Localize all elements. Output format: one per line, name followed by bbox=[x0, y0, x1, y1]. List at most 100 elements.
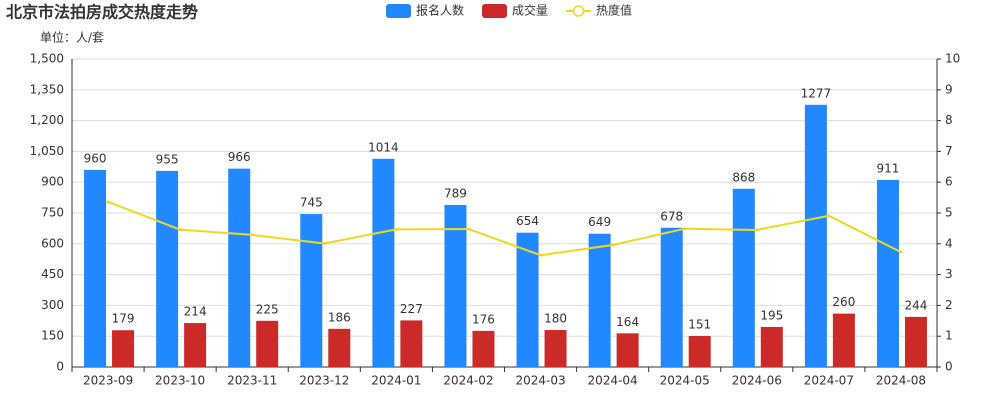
line-point bbox=[250, 233, 254, 237]
bar bbox=[544, 330, 567, 367]
value-label: 789 bbox=[444, 186, 467, 200]
bar bbox=[256, 320, 279, 367]
x-tick-label: 2024-08 bbox=[876, 374, 926, 388]
bar bbox=[516, 232, 539, 367]
value-label: 186 bbox=[328, 310, 351, 324]
y-tick-label: 750 bbox=[41, 206, 64, 220]
bar bbox=[372, 158, 395, 367]
value-label: 966 bbox=[228, 150, 251, 164]
line-point bbox=[466, 227, 470, 231]
bar bbox=[832, 313, 855, 367]
y-tick-label: 900 bbox=[41, 175, 64, 189]
value-label: 654 bbox=[516, 214, 539, 228]
value-label: 176 bbox=[472, 312, 495, 326]
line-point bbox=[827, 214, 831, 218]
chart-title: 北京市法拍房成交热度走势 bbox=[6, 3, 198, 22]
y-tick-label: 300 bbox=[41, 298, 64, 312]
bar bbox=[660, 227, 683, 367]
x-tick-label: 2023-12 bbox=[299, 374, 349, 388]
y2-tick-label: 8 bbox=[945, 113, 953, 127]
legend-label[interactable]: 成交量 bbox=[512, 3, 548, 18]
legend-symbol bbox=[482, 4, 508, 18]
x-tick-label: 2024-04 bbox=[588, 374, 638, 388]
bar bbox=[184, 323, 207, 367]
y-tick-label: 1,350 bbox=[30, 82, 64, 96]
bar bbox=[328, 328, 351, 367]
bar bbox=[804, 104, 827, 367]
x-tick-label: 2024-07 bbox=[804, 374, 854, 388]
y2-tick-label: 3 bbox=[945, 267, 953, 281]
bar bbox=[156, 170, 179, 367]
y-tick-label: 1,050 bbox=[30, 144, 64, 158]
line-point bbox=[322, 241, 326, 245]
bar bbox=[444, 204, 467, 367]
bar bbox=[616, 333, 639, 367]
line bbox=[107, 200, 902, 257]
value-label: 955 bbox=[156, 152, 179, 166]
value-label: 180 bbox=[544, 312, 567, 326]
bar bbox=[588, 233, 611, 367]
y2-tick-label: 7 bbox=[945, 144, 953, 158]
line-point bbox=[106, 200, 110, 204]
x-tick-label: 2024-03 bbox=[515, 374, 565, 388]
y-tick-label: 0 bbox=[56, 360, 64, 374]
x-tick-label: 2024-05 bbox=[660, 374, 710, 388]
chart-subtitle: 单位：人/套 bbox=[40, 30, 104, 45]
value-label: 151 bbox=[688, 317, 711, 331]
value-label: 911 bbox=[877, 161, 900, 175]
value-label: 678 bbox=[660, 209, 683, 223]
legend-symbol bbox=[386, 4, 411, 18]
bar bbox=[688, 335, 711, 367]
value-label: 960 bbox=[84, 151, 107, 165]
line-point bbox=[611, 243, 615, 247]
value-label: 195 bbox=[760, 308, 783, 322]
bar bbox=[400, 320, 423, 367]
y2-tick-label: 10 bbox=[945, 52, 960, 66]
line-point bbox=[394, 227, 398, 231]
value-label: 227 bbox=[400, 302, 423, 316]
y2-tick-label: 4 bbox=[945, 236, 953, 250]
bar bbox=[732, 188, 755, 367]
legend-symbol bbox=[572, 5, 585, 17]
y-tick-label: 1,200 bbox=[30, 113, 64, 127]
value-label: 164 bbox=[616, 315, 639, 329]
bar bbox=[760, 326, 783, 367]
y2-tick-label: 9 bbox=[945, 82, 953, 96]
line-point bbox=[178, 228, 182, 232]
y2-tick-label: 1 bbox=[945, 329, 953, 343]
bar bbox=[112, 330, 135, 367]
y2-tick-label: 6 bbox=[945, 175, 953, 189]
bar bbox=[228, 168, 251, 367]
value-label: 745 bbox=[300, 196, 323, 210]
bar bbox=[904, 316, 927, 367]
y-tick-label: 450 bbox=[41, 267, 64, 281]
x-tick-label: 2023-10 bbox=[155, 374, 205, 388]
value-label: 868 bbox=[732, 170, 755, 184]
y2-tick-label: 5 bbox=[945, 206, 953, 220]
line-point bbox=[683, 227, 687, 231]
x-tick-label: 2024-01 bbox=[371, 374, 421, 388]
legend-label[interactable]: 热度值 bbox=[596, 3, 632, 18]
bar bbox=[472, 330, 495, 367]
value-label: 1277 bbox=[801, 86, 832, 100]
bar bbox=[876, 179, 899, 367]
line-point bbox=[539, 253, 543, 257]
legend-label[interactable]: 报名人数 bbox=[416, 3, 464, 18]
y-tick-label: 1,500 bbox=[30, 52, 64, 66]
x-tick-label: 2024-06 bbox=[732, 374, 782, 388]
y2-tick-label: 0 bbox=[945, 360, 953, 374]
value-label: 225 bbox=[256, 302, 279, 316]
value-label: 1014 bbox=[368, 140, 399, 154]
y2-tick-label: 2 bbox=[945, 298, 953, 312]
value-label: 649 bbox=[588, 215, 611, 229]
value-label: 214 bbox=[184, 305, 207, 319]
y-tick-label: 600 bbox=[41, 236, 64, 250]
value-label: 260 bbox=[832, 295, 855, 309]
x-tick-label: 2024-02 bbox=[443, 374, 493, 388]
value-label: 244 bbox=[905, 298, 928, 312]
y-tick-label: 150 bbox=[41, 329, 64, 343]
x-tick-label: 2023-09 bbox=[83, 374, 133, 388]
value-label: 179 bbox=[112, 312, 135, 326]
bar bbox=[84, 169, 107, 367]
